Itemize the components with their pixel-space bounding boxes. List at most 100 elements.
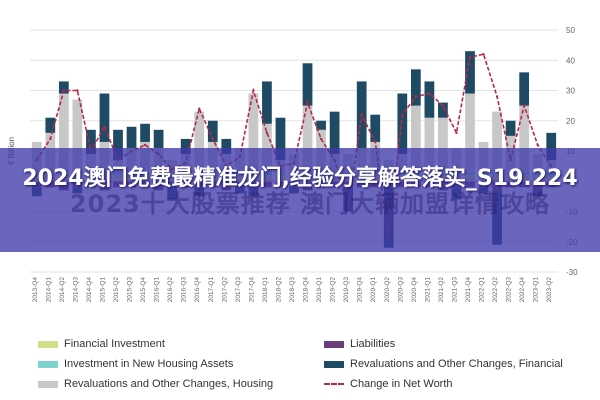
legend-swatch (38, 340, 58, 348)
legend-label: Liabilities (350, 338, 396, 350)
x-tick-label: 2016-Q2 (167, 277, 174, 303)
net-worth-point (62, 89, 66, 92)
x-tick-label: 2020-Q4 (411, 277, 418, 303)
x-tick-label: 2020-Q2 (384, 277, 391, 303)
net-worth-point (252, 89, 255, 92)
bar-segment (424, 117, 435, 173)
net-worth-point (360, 113, 363, 116)
x-tick-label: 2021-Q3 (451, 277, 458, 303)
bar-segment (262, 123, 272, 173)
net-worth-point (536, 143, 539, 147)
x-tick-label: 2017-Q4 (248, 277, 255, 303)
x-tick-label: 2016-Q4 (194, 277, 201, 303)
x-tick-label: 2017-Q2 (221, 277, 228, 303)
net-worth-point (198, 107, 201, 110)
net-worth-point (265, 131, 269, 135)
bar-segment (397, 93, 408, 155)
bar-segment (153, 129, 164, 148)
x-tick-label: 2018-Q4 (303, 277, 310, 303)
x-tick-label: 2017-Q1 (208, 277, 215, 303)
net-worth-point (428, 92, 431, 95)
legend-label: Revaluations and Other Changes, Financia… (350, 358, 563, 370)
net-worth-point (414, 95, 418, 98)
net-worth-point (211, 137, 214, 141)
net-worth-point (468, 56, 472, 59)
chart-legend: Financial Investment Liabilities Investm… (38, 334, 598, 396)
bar-segment (492, 111, 502, 173)
net-worth-point (319, 137, 323, 141)
x-tick-label: 2015-Q2 (113, 277, 120, 303)
legend-label: Revaluations and Other Changes, Housing (64, 378, 274, 390)
x-tick-label: 2014-Q1 (45, 277, 52, 303)
x-tick-label: 2018-Q1 (262, 277, 269, 303)
bar-segment (410, 105, 421, 173)
legend-label: Investment in New Housing Assets (64, 358, 234, 370)
x-tick-label: 2021-Q2 (438, 277, 445, 303)
x-tick-label: 2022-Q1 (479, 277, 486, 303)
bar-segment (113, 129, 123, 161)
legend-item: Investment in New Housing Assets (38, 354, 233, 374)
bar-segment (58, 93, 69, 170)
x-tick-label: 2014-Q2 (59, 277, 66, 303)
legend-item: Liabilities (324, 334, 395, 354)
x-tick-label: 2022-Q4 (519, 277, 526, 303)
bar-segment (519, 72, 530, 106)
legend-line (324, 383, 344, 385)
net-worth-point (103, 125, 106, 128)
legend-item: Financial Investment (38, 334, 165, 354)
bar-segment (99, 93, 110, 142)
bar-segment (58, 81, 69, 94)
bar-segment (126, 126, 137, 148)
legend-swatch (38, 360, 58, 368)
net-worth-point (49, 137, 52, 141)
bar-segment (546, 132, 557, 161)
bar-segment (465, 93, 475, 173)
x-tick-label: 2023-Q2 (546, 277, 553, 303)
bar-segment (302, 63, 313, 106)
bar-segment (505, 120, 516, 136)
x-tick-label: 2023-Q1 (533, 277, 540, 303)
x-tick-label: 2019-Q3 (343, 277, 350, 303)
x-tick-label: 2016-Q1 (154, 277, 161, 303)
x-tick-label: 2021-Q4 (465, 277, 472, 303)
bar-segment (72, 99, 83, 173)
x-tick-label: 2017-Q3 (235, 277, 242, 303)
bar-segment (194, 111, 205, 173)
bar-segment (86, 129, 96, 155)
y-tick-label: 30 (566, 87, 575, 96)
bar-segment (410, 69, 421, 106)
bar-segment (207, 120, 218, 142)
net-worth-point (522, 104, 526, 107)
bar-segment (465, 51, 475, 94)
x-tick-label: 2018-Q2 (275, 277, 282, 303)
y-tick-label: 50 (566, 26, 575, 35)
legend-item: Revaluations and Other Changes, Financia… (324, 354, 563, 374)
legend-swatch (38, 380, 58, 388)
x-tick-label: 2015-Q3 (127, 277, 134, 303)
bar-segment (262, 81, 272, 124)
net-worth-point (374, 140, 377, 144)
x-tick-label: 2015-Q1 (99, 277, 106, 303)
legend-item: Revaluations and Other Changes, Housing (38, 374, 273, 394)
bar-segment (438, 102, 448, 118)
x-tick-label: 2013-Q4 (32, 277, 39, 303)
x-tick-label: 2018-Q3 (289, 277, 296, 303)
bar-segment (316, 120, 326, 130)
net-worth-point (76, 89, 79, 92)
promo-banner (0, 148, 600, 252)
x-tick-label: 2019-Q2 (330, 277, 337, 303)
net-worth-point (306, 101, 309, 104)
x-tick-label: 2021-Q1 (424, 277, 431, 303)
x-tick-label: 2019-Q4 (357, 277, 364, 303)
legend-swatch (324, 340, 344, 348)
bar-segment (424, 81, 435, 118)
y-tick-label: 20 (566, 117, 575, 126)
x-tick-label: 2014-Q3 (72, 277, 79, 303)
legend-swatch (324, 360, 344, 368)
net-worth-point (441, 104, 445, 107)
x-tick-label: 2020-Q3 (397, 277, 404, 303)
x-tick-label: 2019-Q1 (316, 277, 323, 303)
banner-watermark-text: 2023十大股票推荐 澳门大辆加盟详情攻略 (69, 190, 551, 218)
bar-segment (248, 93, 259, 173)
